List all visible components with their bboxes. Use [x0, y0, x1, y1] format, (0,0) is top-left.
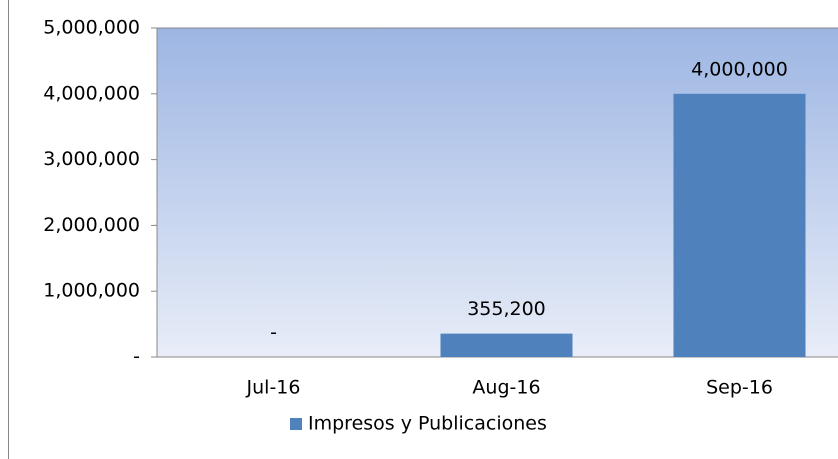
y-tick-label: 1,000,000	[43, 280, 140, 302]
x-tick-label: Sep-16	[706, 377, 773, 399]
value-label: 4,000,000	[691, 58, 788, 80]
x-tick-label: Jul-16	[246, 377, 301, 399]
chart-border	[8, 0, 9, 459]
y-tick-label: 4,000,000	[43, 82, 140, 104]
x-tick-label: Aug-16	[472, 377, 540, 399]
y-tick-label: -	[133, 346, 140, 368]
bar	[440, 333, 573, 357]
bar	[673, 93, 806, 358]
value-label: 355,200	[467, 298, 546, 320]
value-label: -	[270, 322, 277, 344]
legend-swatch	[290, 418, 302, 430]
y-tick-label: 2,000,000	[43, 214, 140, 236]
legend-label: Impresos y Publicaciones	[308, 413, 547, 435]
y-tick-label: 5,000,000	[43, 17, 140, 39]
y-tick-label: 3,000,000	[43, 148, 140, 170]
